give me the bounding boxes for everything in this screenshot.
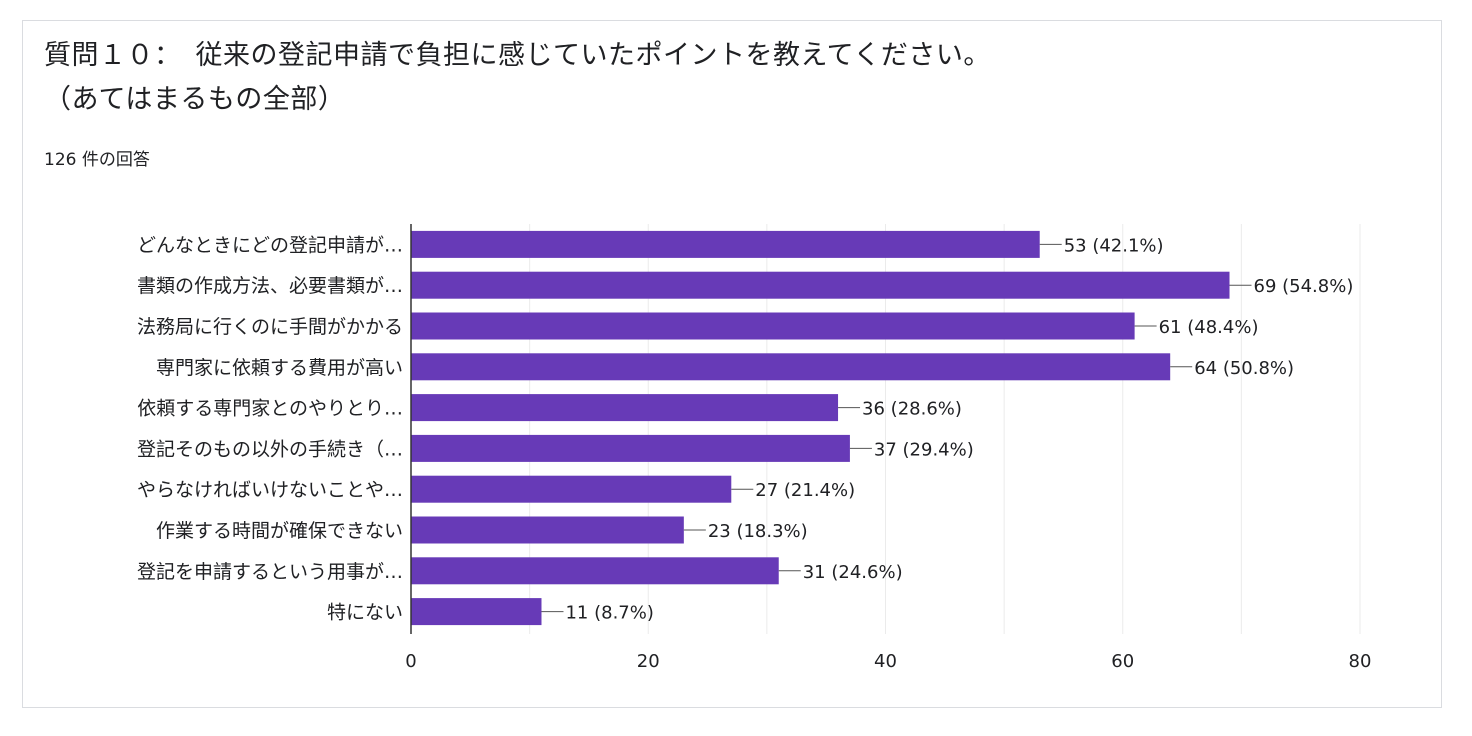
bar — [411, 271, 1230, 299]
question-title: 質問１０： 従来の登記申請で負担に感じていたポイントを教えてください。 （あては… — [44, 34, 1404, 122]
category-label: 登記を申請するという用事が… — [137, 561, 403, 583]
bar — [411, 353, 1171, 381]
x-tick-label: 60 — [1111, 651, 1134, 672]
data-label: 31 (24.6%) — [803, 562, 903, 583]
data-label: 61 (48.4%) — [1159, 317, 1259, 338]
bar — [411, 598, 542, 626]
category-label: やらなければいけないことや… — [137, 479, 403, 501]
category-label: 登記そのもの以外の手続き（… — [137, 438, 403, 460]
bar — [411, 434, 850, 462]
category-label: 法務局に行くのに手間がかかる — [137, 316, 403, 338]
x-tick-label: 0 — [405, 651, 416, 672]
data-label: 69 (54.8%) — [1254, 276, 1354, 297]
category-label: 作業する時間が確保できない — [156, 520, 403, 542]
bar — [411, 394, 839, 422]
bar — [411, 516, 684, 544]
category-label: 書類の作成方法、必要書類が… — [137, 275, 403, 297]
data-label: 11 (8.7%) — [565, 603, 653, 624]
category-label: どんなときにどの登記申請が… — [137, 234, 403, 256]
bar — [411, 557, 779, 585]
bar — [411, 312, 1135, 340]
category-label: 専門家に依頼する費用が高い — [156, 357, 403, 379]
x-tick-label: 20 — [637, 651, 660, 672]
data-label: 27 (21.4%) — [755, 480, 855, 501]
bar — [411, 230, 1040, 258]
category-label: 依頼する専門家とのやりとり… — [137, 398, 403, 420]
data-label: 23 (18.3%) — [708, 521, 808, 542]
bar — [411, 475, 732, 503]
data-label: 53 (42.1%) — [1064, 235, 1164, 256]
data-label: 37 (29.4%) — [874, 439, 974, 460]
x-tick-label: 40 — [874, 651, 897, 672]
x-tick-label: 80 — [1349, 651, 1372, 672]
data-label: 64 (50.8%) — [1194, 358, 1294, 379]
response-count: 126 件の回答 — [44, 150, 150, 170]
question-title-line2: （あてはまるもの全部） — [44, 84, 346, 115]
data-label: 36 (28.6%) — [862, 399, 962, 420]
question-title-line1: 質問１０： 従来の登記申請で負担に感じていたポイントを教えてください。 — [44, 40, 991, 71]
category-label: 特にない — [327, 602, 403, 624]
